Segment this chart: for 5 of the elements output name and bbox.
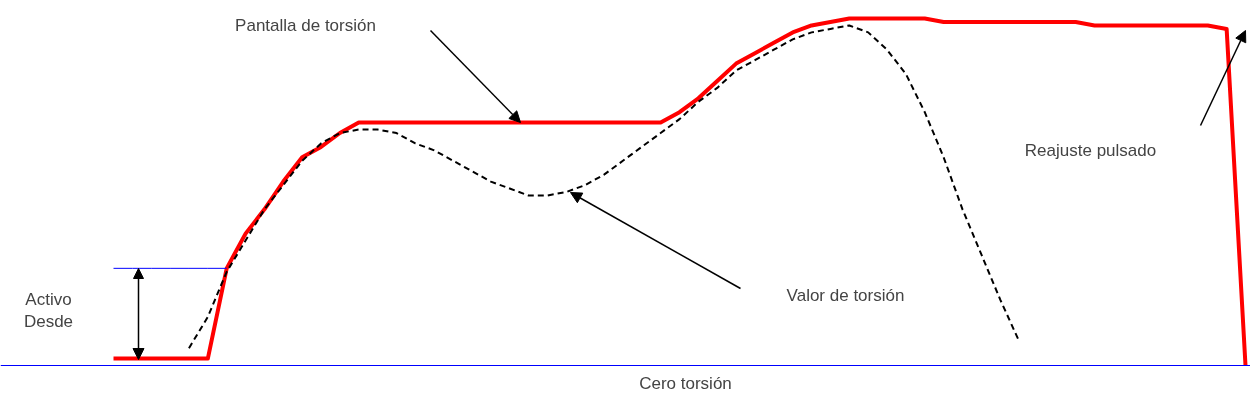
text: Activo Desde [23,289,74,332]
ref-line-label: Cero torsión [639,373,732,393]
annotation: Valor de torsión [786,286,905,305]
annotation: Reajuste pulsado [1024,141,1157,160]
annotation: Pantalla de torsión [235,16,376,35]
